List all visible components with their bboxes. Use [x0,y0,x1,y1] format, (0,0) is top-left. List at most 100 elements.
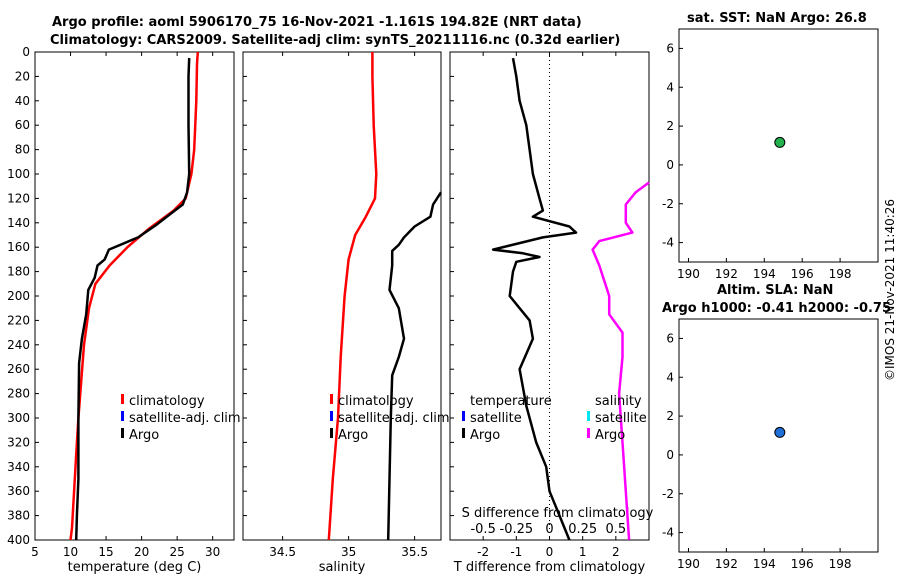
sla-map-title-line-2: Argo h1000: -0.41 h2000: -0.75 [662,301,892,316]
diff-s-tick-label: 0 [545,522,553,537]
diff-legend-t-argo-label: Argo [470,428,500,443]
sla-map-frame [678,318,879,553]
diff-s-tick-label: -0.5 [470,522,495,537]
sst-map-y-tick-label: 0 [666,158,674,172]
sla-map-x-tick-label: 196 [791,557,814,571]
sla-map-title-line-1: Altim. SLA: NaN [717,283,834,298]
depth-tick-label: 340 [7,460,30,474]
diff-x-tick-label: -2 [477,545,489,559]
sst-map-argo-marker [774,136,786,148]
sla-map-y-tick-label: 4 [666,370,674,384]
depth-tick-label: 400 [7,533,30,547]
sal-legend-argo-label: Argo [338,428,368,443]
diff-salinity-argo-line [591,181,650,541]
diff-legend-s-argo-label: Argo [595,428,625,443]
diff-legend-salinity-title: salinity [595,394,642,409]
sal-x-axis-label: salinity [319,560,366,575]
sla-map-y-tick-label: -2 [662,487,674,501]
depth-tick-label: 0 [22,45,30,59]
diff-x-axis-label: T difference from climatology [453,560,646,575]
diff-s-tick-label: -0.25 [500,522,534,537]
diff-s-tick-label: 0.5 [605,522,626,537]
main-title-line-1: Argo profile: aoml 5906170_75 16-Nov-202… [52,15,582,30]
depth-tick-label: 180 [7,265,30,279]
depth-tick-label: 300 [7,411,30,425]
sla-map-x-tick-label: 198 [829,557,852,571]
depth-tick-label: 140 [7,216,30,230]
sla-map-y-tick-label: -4 [662,526,674,540]
main-title-line-2: Climatology: CARS2009. Satellite-adj cli… [50,33,621,48]
diff-x-tick-label: 1 [579,545,587,559]
sla-map-x-tick-label: 194 [753,557,776,571]
diff-legend-s-satellite-swatch [587,411,590,421]
depth-tick-label: 100 [7,167,30,181]
sst-map-y-tick-label: 2 [666,119,674,133]
sal-legend-satellite-label: satellite-adj. clim [338,411,450,426]
diff-x-tick-label: -1 [510,545,522,559]
temp-x-tick-label: 15 [98,545,113,559]
depth-tick-label: 220 [7,313,30,327]
depth-tick-label: 280 [7,387,30,401]
sal-legend-argo-swatch [330,428,333,438]
depth-tick-label: 120 [7,191,30,205]
depth-tick-label: 200 [7,289,30,303]
temp-x-tick-label: 25 [170,545,185,559]
sst-map-y-tick-label: 6 [666,41,674,55]
temp-legend-argo-swatch [121,428,124,438]
sst-map-x-tick-label: 196 [791,267,814,281]
temp-legend-satellite-swatch [121,411,124,421]
depth-tick-label: 40 [15,94,30,108]
temp-frame [34,51,235,541]
depth-tick-label: 80 [15,143,30,157]
sal-x-tick-label: 35 [341,545,356,559]
temp-argo-line [74,58,191,541]
sal-argo-line [386,191,443,541]
sst-map-title: sat. SST: NaN Argo: 26.8 [687,11,867,26]
depth-tick-label: 20 [15,69,30,83]
diff-legend-s-argo-swatch [587,428,590,438]
diff-x-tick-label: 2 [612,545,620,559]
sst-map-x-tick-label: 194 [753,267,776,281]
sst-map-y-tick-label: -2 [662,197,674,211]
depth-tick-label: 60 [15,118,30,132]
diff-x-tick-label: 0 [546,545,554,559]
diff-legend-temperature-title: temperature [470,394,552,409]
sal-legend-climatology-swatch [330,394,333,404]
temp-legend-climatology-label: climatology [129,394,205,409]
sst-map-x-tick-label: 190 [677,267,700,281]
temp-legend-climatology-swatch [121,394,124,404]
sst-map-x-tick-label: 192 [715,267,738,281]
sla-map-argo-marker [774,426,786,438]
temp-legend-satellite-label: satellite-adj. clim [129,411,241,426]
sla-map-x-tick-label: 192 [715,557,738,571]
sal-x-tick-label: 35.5 [401,545,428,559]
temp-x-tick-label: 10 [63,545,78,559]
depth-tick-label: 360 [7,484,30,498]
temp-climatology-line [69,51,200,541]
temp-x-tick-label: 20 [134,545,149,559]
sst-map-y-tick-label: -4 [662,236,674,250]
diff-legend-s-satellite-label: satellite [595,411,647,426]
diff-s-tick-label: 0.25 [568,522,597,537]
depth-tick-label: 380 [7,509,30,523]
sal-climatology-line [327,52,378,541]
sal-x-tick-label: 34.5 [269,545,296,559]
depth-tick-label: 260 [7,362,30,376]
sst-map-y-tick-label: 4 [666,80,674,94]
sla-map-y-tick-label: 2 [666,409,674,423]
sal-legend-satellite-swatch [330,411,333,421]
diff-legend-t-satellite-label: satellite [470,411,522,426]
sal-frame [242,51,442,541]
depth-tick-label: 320 [7,435,30,449]
depth-tick-label: 160 [7,240,30,254]
temp-x-tick-label: 5 [31,545,39,559]
diff-legend-t-argo-swatch [462,428,465,438]
sst-map-x-tick-label: 198 [829,267,852,281]
temp-x-axis-label: temperature (deg C) [68,560,202,575]
temp-legend-argo-label: Argo [129,428,159,443]
sla-map-y-tick-label: 6 [666,331,674,345]
sla-map-x-tick-label: 190 [677,557,700,571]
depth-tick-label: 240 [7,338,30,352]
diff-legend-t-satellite-swatch [462,411,465,421]
